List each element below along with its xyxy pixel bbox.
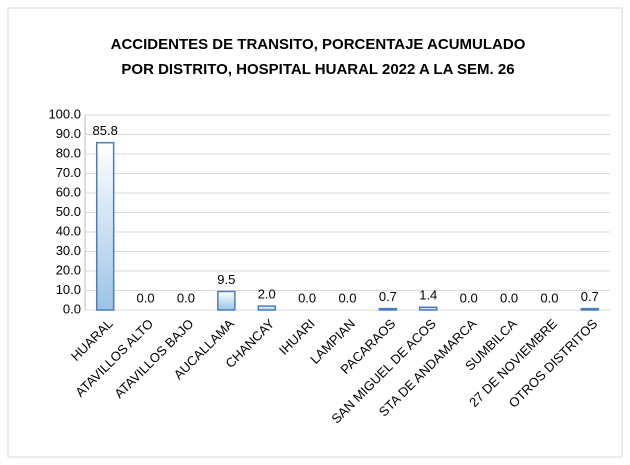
value-label: 2.0: [258, 287, 276, 302]
value-label: 0.0: [177, 290, 195, 305]
y-tick-label: 0.0: [63, 301, 81, 316]
value-label: 85.8: [93, 123, 118, 138]
y-tick-label: 40.0: [56, 223, 81, 238]
bar: [580, 307, 600, 311]
y-tick-label: 90.0: [56, 126, 81, 141]
value-label: 0.0: [137, 290, 155, 305]
value-label: 0.7: [379, 289, 397, 304]
value-label: 0.0: [500, 290, 518, 305]
value-label: 9.5: [217, 272, 235, 287]
bar: [378, 307, 398, 311]
y-tick-label: 20.0: [56, 262, 81, 277]
value-label: 1.4: [419, 288, 437, 303]
bar: [257, 305, 276, 311]
y-tick-label: 60.0: [56, 184, 81, 199]
chart-title: ACCIDENTES DE TRANSITO, PORCENTAJE ACUMU…: [111, 36, 526, 53]
bar: [95, 141, 115, 311]
y-tick-label: 100.0: [48, 106, 81, 121]
value-label: 0.0: [540, 290, 558, 305]
bar: [419, 306, 438, 311]
value-label: 0.0: [338, 290, 356, 305]
value-label: 0.7: [581, 289, 599, 304]
y-tick-label: 50.0: [56, 204, 81, 219]
value-label: 0.0: [298, 290, 316, 305]
chart-title: POR DISTRITO, HOSPITAL HUARAL 2022 A LA …: [121, 61, 514, 78]
y-tick-label: 80.0: [56, 145, 81, 160]
value-label: 0.0: [460, 290, 478, 305]
y-tick-label: 30.0: [56, 243, 81, 258]
y-tick-label: 10.0: [56, 282, 81, 297]
y-tick-label: 70.0: [56, 165, 81, 180]
bar: [217, 290, 236, 311]
